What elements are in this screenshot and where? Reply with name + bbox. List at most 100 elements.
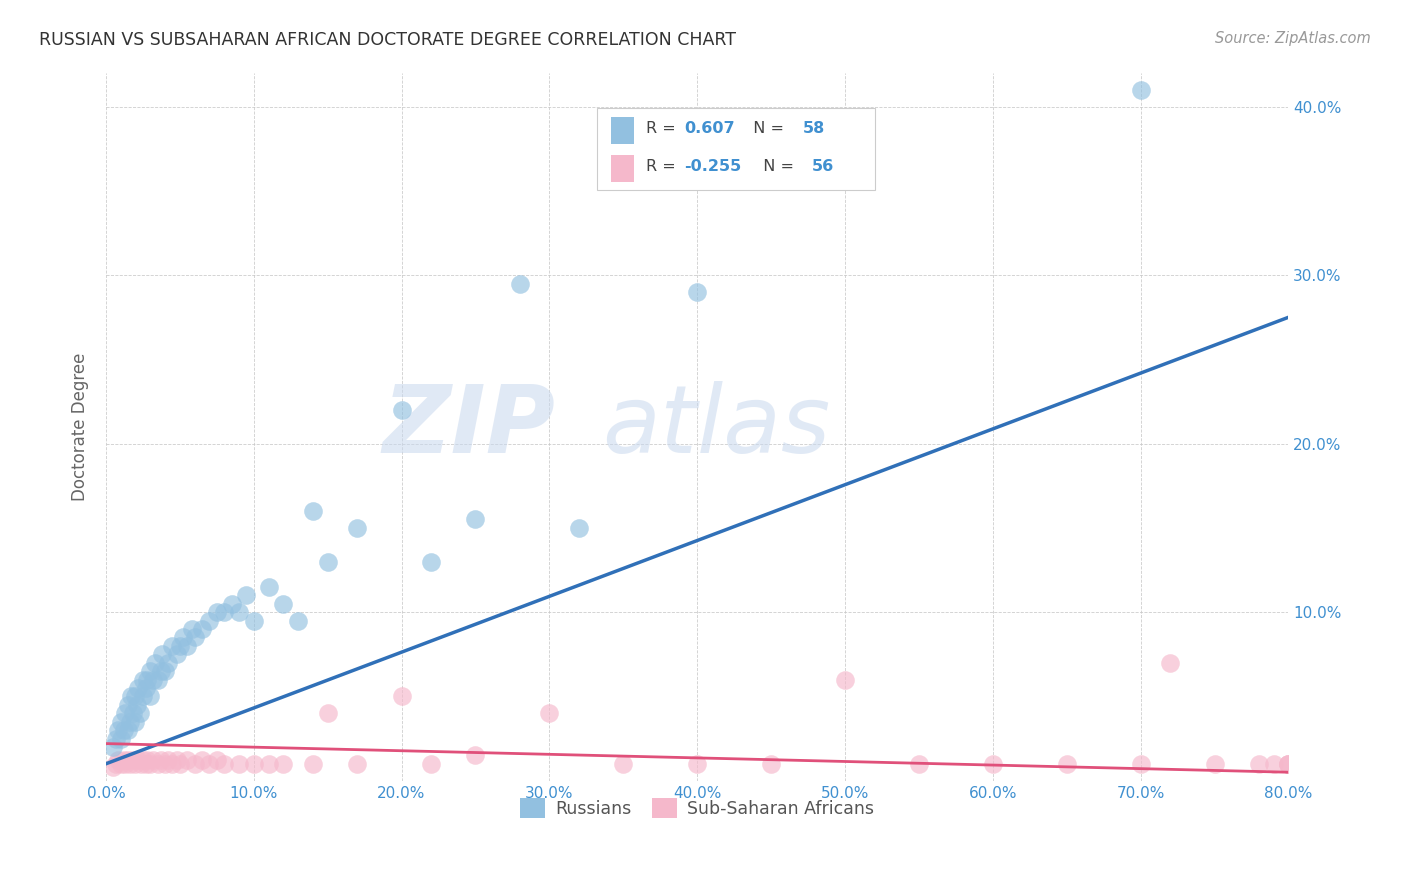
Point <box>124 714 146 729</box>
Point <box>346 521 368 535</box>
Point <box>287 614 309 628</box>
Point <box>125 698 148 712</box>
Point <box>1277 756 1299 771</box>
Point <box>908 756 931 771</box>
Point <box>153 664 176 678</box>
Point <box>302 756 325 771</box>
Point <box>612 756 634 771</box>
Point <box>316 706 339 721</box>
Point <box>686 285 709 299</box>
Point <box>568 521 591 535</box>
Point <box>166 753 188 767</box>
Text: 0.607: 0.607 <box>685 121 735 136</box>
Point <box>156 753 179 767</box>
Text: ZIP: ZIP <box>382 381 555 473</box>
Point <box>132 753 155 767</box>
Point <box>110 714 132 729</box>
Point <box>110 756 132 771</box>
Text: R =: R = <box>647 160 681 175</box>
Point <box>124 690 146 704</box>
Point <box>121 753 143 767</box>
Point <box>1129 756 1152 771</box>
Point <box>117 698 139 712</box>
Point <box>271 756 294 771</box>
Text: N =: N = <box>744 121 789 136</box>
Y-axis label: Doctorate Degree: Doctorate Degree <box>72 352 89 501</box>
Point <box>1263 756 1285 771</box>
Point <box>121 706 143 721</box>
Text: 56: 56 <box>811 160 834 175</box>
Point <box>834 673 856 687</box>
Text: R =: R = <box>647 121 681 136</box>
Legend: Russians, Sub-Saharan Africans: Russians, Sub-Saharan Africans <box>513 791 882 825</box>
Point <box>391 690 413 704</box>
Point <box>1159 656 1181 670</box>
Point <box>538 706 561 721</box>
Point <box>135 756 157 771</box>
Point <box>114 756 136 771</box>
Point <box>1277 756 1299 771</box>
Point <box>205 605 228 619</box>
Point <box>120 690 142 704</box>
Point <box>105 756 128 771</box>
Text: 58: 58 <box>803 121 825 136</box>
Point <box>464 748 486 763</box>
Point <box>166 647 188 661</box>
Bar <box>610 117 634 145</box>
Point <box>172 631 194 645</box>
Point <box>242 756 264 771</box>
Point <box>107 723 129 737</box>
Point <box>183 756 205 771</box>
Point <box>112 723 135 737</box>
Point <box>509 277 531 291</box>
Point <box>981 756 1004 771</box>
Point <box>117 753 139 767</box>
Point <box>139 756 162 771</box>
Point <box>271 597 294 611</box>
Text: RUSSIAN VS SUBSAHARAN AFRICAN DOCTORATE DEGREE CORRELATION CHART: RUSSIAN VS SUBSAHARAN AFRICAN DOCTORATE … <box>39 31 737 49</box>
Point <box>205 753 228 767</box>
Point <box>112 753 135 767</box>
Point <box>139 690 162 704</box>
Point <box>686 756 709 771</box>
Point <box>124 756 146 771</box>
Point <box>150 647 173 661</box>
Point <box>1129 83 1152 97</box>
Point <box>191 753 214 767</box>
Point <box>127 681 149 695</box>
Point <box>162 639 184 653</box>
Point <box>420 756 443 771</box>
Point <box>132 690 155 704</box>
Point <box>107 753 129 767</box>
Point <box>221 597 243 611</box>
Point <box>257 756 280 771</box>
Point <box>198 756 221 771</box>
Point <box>176 753 198 767</box>
Point <box>146 673 169 687</box>
Point <box>118 756 141 771</box>
Point <box>142 673 165 687</box>
Point <box>183 631 205 645</box>
Point <box>191 622 214 636</box>
Point <box>103 739 125 754</box>
Point <box>110 731 132 746</box>
Point <box>169 756 191 771</box>
Point <box>117 723 139 737</box>
Point <box>176 639 198 653</box>
Text: Source: ZipAtlas.com: Source: ZipAtlas.com <box>1215 31 1371 46</box>
Point <box>759 756 782 771</box>
Text: atlas: atlas <box>603 381 831 472</box>
Point <box>212 756 235 771</box>
Point <box>228 756 250 771</box>
Point <box>132 673 155 687</box>
Point <box>169 639 191 653</box>
Point <box>153 756 176 771</box>
Point <box>139 664 162 678</box>
FancyBboxPatch shape <box>596 108 875 190</box>
Bar <box>610 154 634 182</box>
Text: -0.255: -0.255 <box>685 160 741 175</box>
Point <box>142 753 165 767</box>
Point <box>212 605 235 619</box>
Point <box>136 753 159 767</box>
Point <box>180 622 202 636</box>
